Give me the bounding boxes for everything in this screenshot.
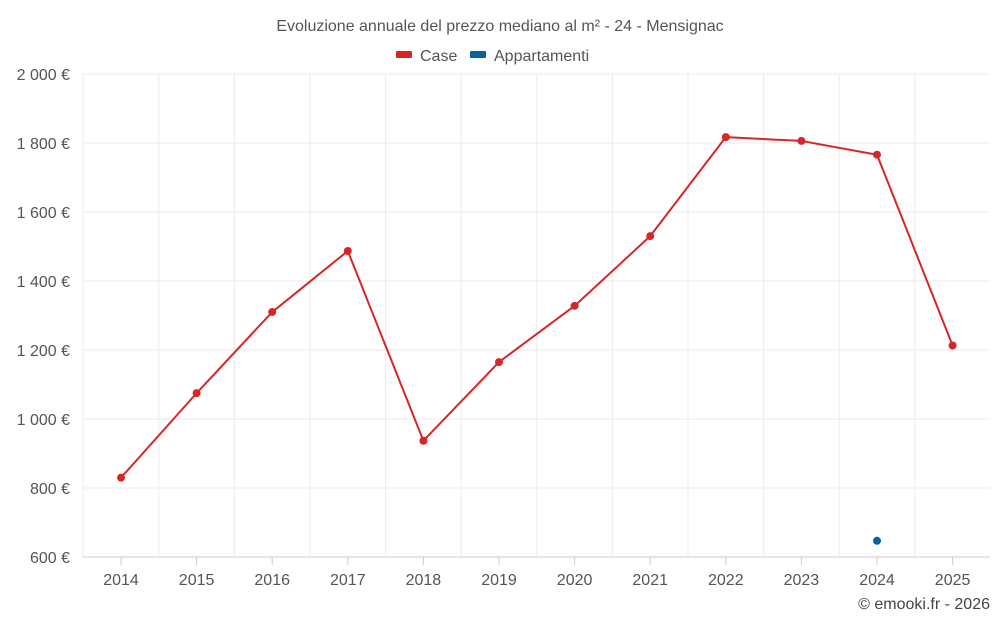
y-tick-label: 1 600 € [17, 205, 70, 222]
x-tick-label: 2024 [859, 572, 895, 589]
data-point-case-2015[interactable] [192, 389, 201, 398]
x-tick-label: 2016 [254, 572, 290, 589]
data-point-case-2016[interactable] [268, 308, 277, 317]
data-point-case-2018[interactable] [419, 436, 428, 445]
data-point-case-2024[interactable] [873, 150, 881, 159]
x-tick-label: 2017 [330, 572, 366, 589]
credit-text: © emooki.fr - 2026 [858, 596, 990, 613]
data-point-case-2023[interactable] [797, 136, 806, 145]
y-tick-label: 1 800 € [17, 136, 70, 153]
y-tick-label: 1 400 € [17, 274, 70, 291]
data-point-case-2019[interactable] [495, 358, 503, 367]
legend-item-appartamenti[interactable]: Appartamenti [470, 48, 589, 65]
legend-swatch-appartamenti [470, 51, 486, 58]
x-tick-label: 2022 [708, 572, 744, 589]
series [117, 133, 957, 545]
data-point-case-2014[interactable] [117, 473, 125, 482]
legend-item-case[interactable]: Case [396, 48, 457, 65]
legend-swatch-case [396, 51, 412, 58]
y-tick-label: 600 € [30, 550, 70, 567]
series-line-case [120, 136, 954, 479]
data-point-case-2020[interactable] [570, 301, 579, 310]
x-tick-label: 2019 [481, 572, 517, 589]
data-point-case-2025[interactable] [948, 341, 957, 350]
y-tick-label: 1 000 € [17, 412, 70, 429]
data-point-case-2022[interactable] [721, 133, 730, 142]
y-tick-label: 1 200 € [17, 343, 70, 360]
x-tick-label: 2020 [557, 572, 593, 589]
x-tick-label: 2021 [632, 572, 668, 589]
x-tick-label: 2023 [784, 572, 820, 589]
axes: 600 € 800 € 1 000 € 1 200 € 1 400 € 1 600 € 1 … [17, 67, 990, 589]
chart-title: Evoluzione annuale del prezzo mediano al… [276, 18, 723, 35]
x-tick-label: 2025 [935, 572, 971, 589]
data-point-case-2017[interactable] [343, 246, 352, 255]
x-tick-label: 2018 [406, 572, 442, 589]
legend: Case Appartamenti [396, 48, 589, 65]
y-tick-label: 800 € [30, 481, 70, 498]
data-point-appartamenti-2024[interactable] [873, 536, 881, 545]
legend-label-case: Case [420, 48, 457, 65]
y-tick-label: 2 000 € [17, 67, 70, 84]
legend-label-appartamenti: Appartamenti [494, 48, 589, 65]
data-point-case-2021[interactable] [646, 232, 655, 241]
grid [82, 73, 990, 557]
x-tick-label: 2014 [103, 572, 139, 589]
x-tick-label: 2015 [179, 572, 215, 589]
